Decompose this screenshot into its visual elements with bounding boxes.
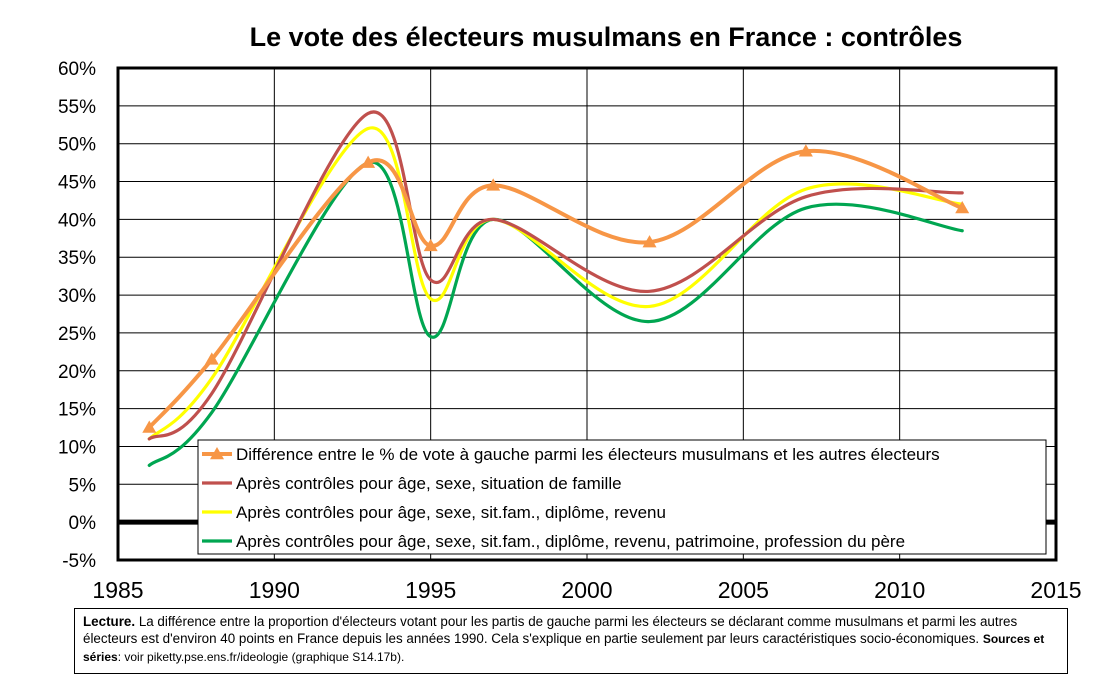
x-tick-label: 1995 [405,577,456,603]
x-tick-label: 2015 [1030,577,1081,603]
x-tick-label: 1990 [249,577,300,603]
x-tick-label: 2000 [561,577,612,603]
y-tick-label: 40% [58,210,96,231]
legend-label-3: Après contrôles pour âge, sexe, sit.fam.… [236,503,666,522]
x-tick-label: 2005 [718,577,769,603]
note-lead: Lecture. [83,614,136,629]
legend-label-2: Après contrôles pour âge, sexe, situatio… [236,474,622,493]
reading-note: Lecture. La différence entre la proporti… [74,608,1068,674]
y-tick-label: 5% [69,475,97,496]
legend-label-1: Différence entre le % de vote à gauche p… [236,445,940,464]
y-tick-label: 10% [58,437,96,458]
y-tick-label: 45% [58,173,96,194]
y-tick-label: 15% [58,400,96,421]
y-tick-label: 0% [69,513,97,534]
note-sources-text: : voir piketty.pse.ens.fr/ideologie (gra… [117,650,405,664]
plot-frame [116,66,1058,562]
series-point-1 [361,155,376,168]
y-tick-label: 50% [58,135,96,156]
series-point-1 [423,238,438,252]
chart-title: Le vote des électeurs musulmans en Franc… [249,22,963,52]
y-tick-label: 60% [58,59,96,80]
y-tick-label: 25% [58,324,96,345]
series-point-1 [486,178,501,191]
series-line-2 [147,110,964,441]
series-point-1 [798,144,813,157]
series-line-3 [147,126,964,441]
series-point-1 [642,235,657,248]
note-text: La différence entre la proportion d'élec… [83,614,1018,646]
series-lines [142,110,970,467]
note-sources-label: Sources et séries [83,632,1045,664]
legend-label-4: Après contrôles pour âge, sexe, sit.fam.… [236,532,905,551]
series-point-1 [204,352,219,365]
y-tick-label: 55% [58,97,96,118]
y-tick-label: 30% [58,286,96,307]
y-tick-label: 35% [58,248,96,269]
series-line-4 [147,160,964,467]
series-point-1 [955,201,970,214]
y-tick-label: 20% [58,362,96,383]
legend: Différence entre le % de vote à gauche p… [197,439,1047,555]
chart-area: -5% 0% 5% 10% 15% 20% 25% 30% 35% 40% 45% 50% 55% 60%… [58,59,1082,603]
series-line-1 [147,148,965,430]
y-tick-label: -5% [62,551,96,572]
x-tick-label: 2010 [874,577,925,603]
legend-marker-1 [210,447,224,460]
series-point-1 [142,420,157,433]
legend-box [197,439,1047,555]
x-tick-label: 1985 [92,577,143,603]
